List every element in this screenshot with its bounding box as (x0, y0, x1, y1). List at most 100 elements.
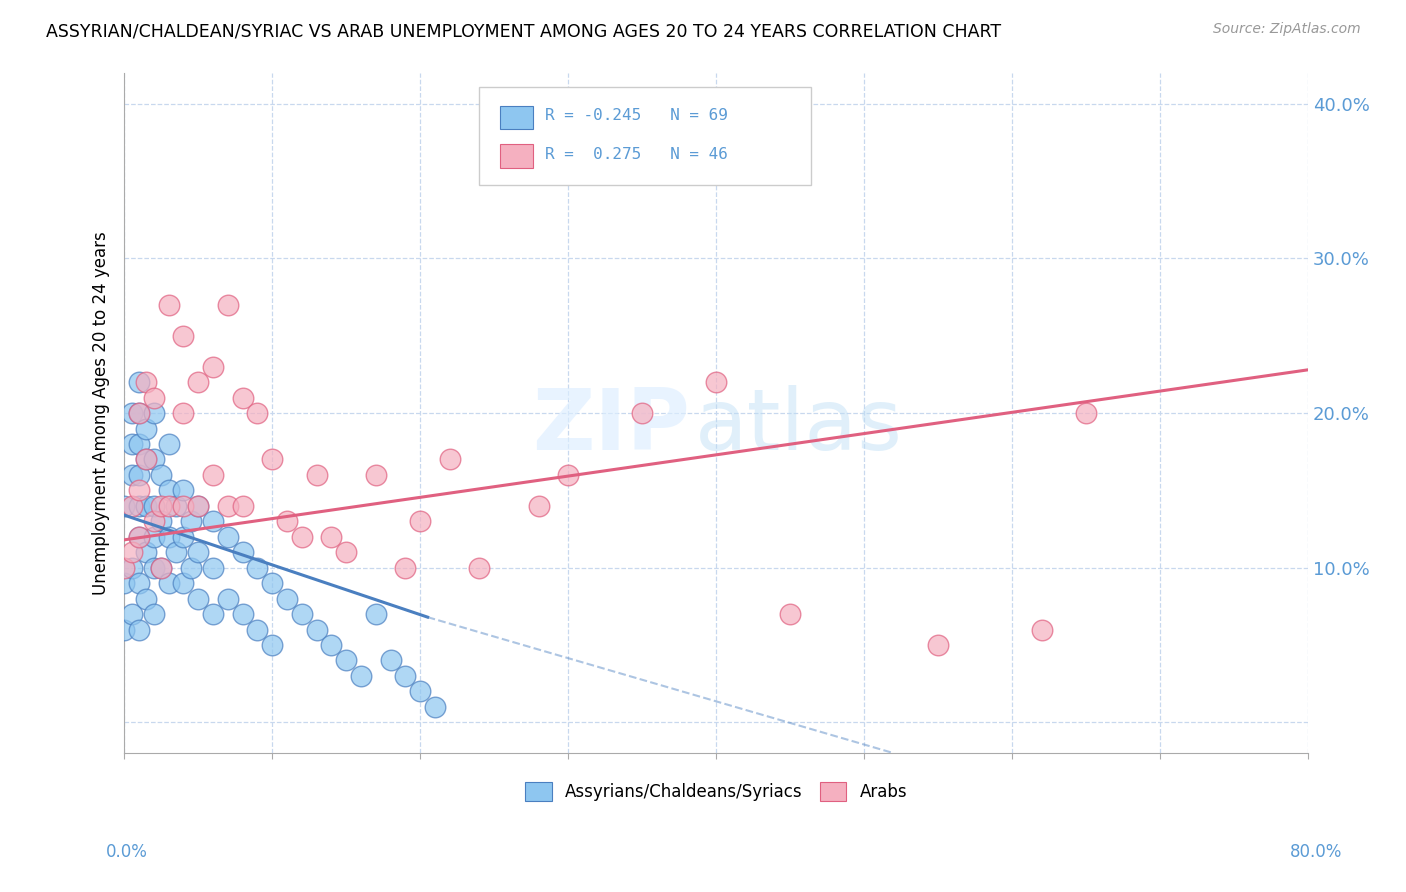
Point (128, 467, 150, 482)
Point (121, 499, 143, 513)
Point (364, 607, 387, 621)
Point (217, 298, 239, 312)
Point (217, 591, 239, 606)
Point (142, 391, 165, 405)
Point (172, 328, 194, 343)
Point (246, 560, 269, 574)
Point (779, 607, 801, 621)
Point (128, 530, 150, 544)
Point (180, 560, 202, 574)
Point (1076, 406, 1098, 420)
Point (157, 530, 180, 544)
Point (217, 499, 239, 513)
Point (157, 483, 180, 498)
Text: Source: ZipAtlas.com: Source: ZipAtlas.com (1213, 22, 1361, 37)
Point (423, 699, 446, 714)
Point (128, 483, 150, 498)
FancyBboxPatch shape (499, 145, 533, 169)
Point (180, 514, 202, 528)
Point (394, 560, 416, 574)
Point (276, 591, 298, 606)
Point (704, 375, 727, 389)
Point (232, 607, 254, 621)
Point (142, 499, 165, 513)
Point (409, 514, 432, 528)
Point (321, 638, 343, 652)
Point (142, 607, 165, 621)
Point (291, 607, 314, 621)
Point (394, 669, 416, 683)
Point (439, 452, 461, 467)
Point (335, 545, 357, 559)
Point (128, 406, 150, 420)
Point (335, 653, 357, 667)
Point (121, 560, 143, 574)
Point (121, 467, 143, 482)
Point (202, 514, 225, 528)
Point (172, 499, 194, 513)
Text: ZIP: ZIP (533, 385, 690, 468)
Point (150, 467, 173, 482)
Point (321, 530, 343, 544)
Point (246, 623, 269, 637)
Text: ASSYRIAN/CHALDEAN/SYRIAC VS ARAB UNEMPLOYMENT AMONG AGES 20 TO 24 YEARS CORRELAT: ASSYRIAN/CHALDEAN/SYRIAC VS ARAB UNEMPLO… (46, 22, 1001, 40)
Point (246, 406, 269, 420)
Point (262, 638, 284, 652)
Point (150, 499, 173, 513)
Point (165, 545, 187, 559)
Text: R =  0.275   N = 46: R = 0.275 N = 46 (544, 147, 727, 162)
Text: R = -0.245   N = 69: R = -0.245 N = 69 (544, 108, 727, 123)
Point (142, 406, 165, 420)
FancyBboxPatch shape (479, 87, 811, 186)
Point (128, 375, 150, 389)
Point (121, 437, 143, 451)
Point (1031, 623, 1053, 637)
Point (305, 623, 328, 637)
Point (631, 406, 654, 420)
Point (150, 560, 173, 574)
Point (128, 406, 150, 420)
Point (217, 530, 239, 544)
Point (128, 576, 150, 591)
Point (202, 560, 225, 574)
Point (128, 499, 150, 513)
Point (409, 684, 432, 698)
Text: atlas: atlas (695, 385, 903, 468)
Point (135, 591, 157, 606)
Point (142, 560, 165, 574)
Text: 80.0%: 80.0% (1291, 843, 1343, 861)
Point (157, 576, 180, 591)
Point (157, 298, 180, 312)
Point (202, 467, 225, 482)
Point (112, 499, 135, 513)
Point (232, 545, 254, 559)
Point (157, 499, 180, 513)
Point (380, 653, 402, 667)
Point (165, 499, 187, 513)
Point (187, 499, 209, 513)
Point (135, 545, 157, 559)
Legend: Assyrians/Chaldeans/Syriacs, Arabs: Assyrians/Chaldeans/Syriacs, Arabs (517, 774, 915, 809)
Point (121, 406, 143, 420)
Point (187, 591, 209, 606)
Point (142, 514, 165, 528)
Point (150, 514, 173, 528)
Point (468, 560, 491, 574)
Point (202, 359, 225, 374)
Point (128, 623, 150, 637)
Point (128, 437, 150, 451)
Point (157, 437, 180, 451)
Point (135, 452, 157, 467)
Point (527, 499, 550, 513)
Point (172, 530, 194, 544)
Point (187, 499, 209, 513)
Point (232, 391, 254, 405)
Point (135, 499, 157, 513)
Point (172, 483, 194, 498)
Point (202, 607, 225, 621)
Point (112, 560, 135, 574)
Y-axis label: Unemployment Among Ages 20 to 24 years: Unemployment Among Ages 20 to 24 years (93, 231, 110, 595)
Point (112, 576, 135, 591)
Point (557, 467, 579, 482)
Point (364, 467, 387, 482)
